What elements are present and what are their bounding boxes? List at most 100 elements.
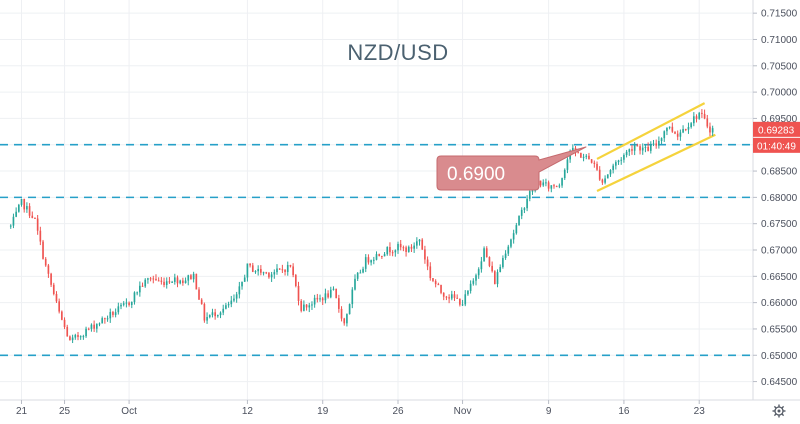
candle-body [641,147,644,151]
candle-body [440,284,442,293]
candle-body [257,268,260,272]
time-tick-label: 16 [618,406,630,417]
candle-body [359,272,362,274]
candle-body [182,280,184,284]
candle-body [15,211,17,217]
candle-body [399,243,402,248]
candle-body [31,215,34,218]
candle-body [149,278,152,280]
candle-body [176,277,179,284]
candle-body [214,312,216,317]
candle-body [512,233,515,240]
candle-body [553,185,555,187]
candle-body [432,278,434,281]
candle-body [50,273,52,285]
price-tick-label: 0.70500 [761,61,798,72]
candle-body [442,292,445,297]
candle-body [523,208,526,210]
candle-body [79,336,82,338]
candle-body [260,268,262,273]
price-tick-label: 0.67000 [761,246,798,257]
candle-body [547,182,550,189]
candle-body [270,274,273,278]
candle-body [391,252,394,254]
candle-body [701,112,703,114]
candle-body [671,126,674,132]
candle-body [284,269,286,272]
candle-body [507,246,510,254]
time-axis[interactable]: 21 25 Oct 12 19 26 Nov 9 16 23 [16,400,705,417]
candle-body [381,255,383,257]
time-tick-label: 25 [59,406,71,417]
candle-body [155,278,157,281]
price-tick-label: 0.65500 [761,324,798,335]
candle-body [249,263,251,266]
candle-body [206,317,208,321]
candle-body [472,280,475,284]
candle-body [200,299,203,305]
candle-body [615,162,617,166]
candle-body [300,300,303,311]
candle-body [163,281,165,286]
candle-body [644,146,647,148]
time-tick-label: 21 [16,406,28,417]
candle-body [539,180,542,186]
candle-body [211,312,214,316]
time-tick-label: Oct [121,406,137,417]
candle-body [144,279,147,287]
candle-body [464,294,467,305]
candle-body [101,318,104,324]
candle-body [483,248,485,262]
candle-body [426,259,429,267]
candle-body [437,284,440,286]
candle-body [9,225,12,227]
candle-body [609,170,612,175]
channel-lower-line [596,133,716,193]
candle-body [351,289,354,305]
countdown-box [753,137,800,153]
candle-body [520,209,523,216]
candle-body [184,280,187,284]
candle-body [658,140,660,146]
candle-body [676,133,679,137]
candle-body [120,304,122,307]
candle-body [58,301,60,312]
candle-body [526,198,528,209]
candle-body [604,178,606,183]
time-tick-label: 23 [694,406,706,417]
candle-body [410,246,413,249]
candle-body [125,302,128,304]
candle-body [445,296,448,298]
candle-body [243,277,246,282]
candle-body [20,199,23,205]
candle-body [117,306,120,313]
candle-body [660,138,663,141]
candle-body [598,169,601,180]
candle-body [515,225,518,234]
candle-body [679,132,682,137]
candle-body [87,328,90,330]
candle-body [405,247,407,252]
channel-upper-line [596,102,706,160]
candle-body [711,128,714,133]
candle-body [77,334,79,337]
candle-body [477,269,480,276]
settings-gear-icon[interactable] [772,404,786,418]
candle-body [278,268,281,270]
candle-body [684,129,687,131]
candle-body [545,182,547,184]
candle-body [71,337,74,341]
candle-body [308,305,311,308]
time-tick-label: 12 [242,406,254,417]
candle-body [192,273,195,280]
candle-body [311,304,313,306]
candle-body [313,297,316,305]
candle-body [55,293,58,302]
candle-body [122,303,125,305]
candle-body [580,152,582,158]
candle-body [421,239,424,250]
candle-body [493,271,496,285]
candle-body [26,206,28,210]
candle-body [44,258,47,266]
